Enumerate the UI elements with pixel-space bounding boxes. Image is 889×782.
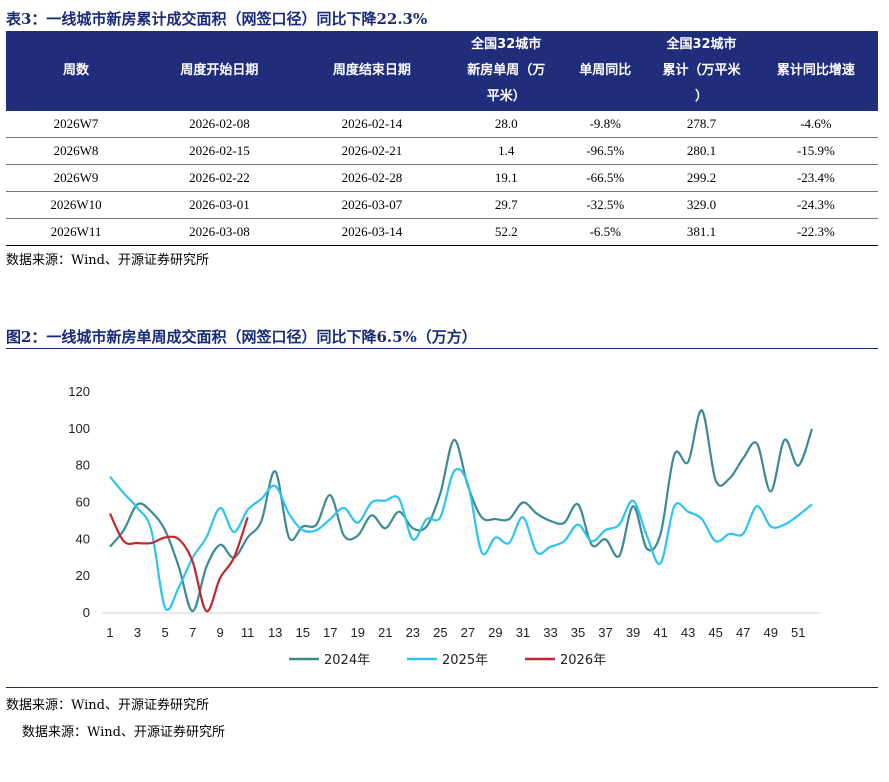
header-cumulative-yoy: 累计同比增速 — [776, 63, 855, 78]
y-tick-label: 120 — [68, 384, 90, 399]
header-weekly-yoy: 单周同比 — [579, 63, 632, 78]
table-row: 2026W11 2026-03-08 2026-03-14 52.2 -6.5%… — [6, 218, 878, 246]
chart-title: 图2：一线城市新房单周成交面积（网签口径）同比下降6.5%（万方） — [6, 328, 477, 346]
cell-start-date: 2026-02-08 — [146, 111, 293, 138]
x-tick-label: 25 — [433, 625, 447, 640]
x-tick-label: 47 — [736, 625, 750, 640]
header-end-date: 周度结束日期 — [332, 63, 411, 78]
table-row: 2026W8 2026-02-15 2026-02-21 1.4 -96.5% … — [6, 137, 878, 165]
cell-weekly-yoy: -66.5% — [561, 164, 650, 192]
cell-start-date: 2026-02-22 — [146, 164, 293, 192]
x-tick-label: 17 — [323, 625, 337, 640]
cell-end-date: 2026-02-14 — [292, 111, 452, 138]
x-tick-label: 15 — [295, 625, 309, 640]
cell-weekly-yoy: -6.5% — [561, 218, 650, 246]
table-row: 2026W7 2026-02-08 2026-02-14 28.0 -9.8% … — [6, 111, 878, 138]
cell-week: 2026W9 — [6, 164, 147, 192]
cell-cumulative-yoy: -15.9% — [753, 137, 878, 165]
y-tick-label: 20 — [76, 568, 90, 583]
x-tick-label: 35 — [571, 625, 585, 640]
x-tick-label: 9 — [217, 625, 224, 640]
y-tick-label: 100 — [68, 421, 90, 436]
cell-cumulative-area: 329.0 — [649, 191, 754, 219]
cell-weekly-yoy: -32.5% — [561, 191, 650, 219]
y-tick-label: 0 — [83, 605, 90, 620]
cell-cumulative-yoy: -23.4% — [753, 164, 878, 192]
cell-start-date: 2026-03-01 — [146, 191, 293, 219]
cell-weekly-area: 29.7 — [451, 191, 562, 219]
cell-weekly-area: 52.2 — [451, 218, 562, 246]
cell-start-date: 2026-03-08 — [146, 218, 293, 246]
series-line-3 — [109, 513, 249, 613]
x-tick-label: 21 — [378, 625, 392, 640]
x-tick-label: 45 — [708, 625, 722, 640]
x-tick-label: 49 — [763, 625, 777, 640]
cell-weekly-yoy: -96.5% — [561, 137, 650, 165]
x-tick-label: 39 — [626, 625, 640, 640]
x-tick-label: 7 — [189, 625, 196, 640]
table-header-row: 周数 周度开始日期 周度结束日期 全国32城市 新房单周（万 平米） 单周同比 全国… — [6, 31, 878, 111]
cell-week: 2026W11 — [6, 218, 147, 246]
cell-week: 2026W10 — [6, 191, 147, 219]
cell-cumulative-area: 278.7 — [649, 111, 754, 138]
cell-cumulative-area: 280.1 — [649, 137, 754, 165]
cell-end-date: 2026-03-07 — [292, 191, 452, 219]
y-tick-label: 60 — [76, 495, 90, 510]
y-tick-label: 40 — [76, 531, 90, 546]
table-source: 数据来源：Wind、开源证券研究所 — [6, 253, 209, 268]
x-tick-label: 23 — [406, 625, 420, 640]
header-start-date: 周度开始日期 — [180, 63, 259, 78]
x-tick-label: 13 — [268, 625, 282, 640]
cell-cumulative-area: 381.1 — [649, 218, 754, 246]
x-tick-label: 11 — [241, 625, 255, 640]
cell-weekly-area: 28.0 — [451, 111, 562, 138]
x-tick-label: 5 — [161, 625, 168, 640]
weekly-data-table: 周数 周度开始日期 周度结束日期 全国32城市 新房单周（万 平米） 单周同比 全国… — [6, 31, 878, 246]
header-week: 周数 — [63, 63, 90, 78]
series-line-1 — [109, 409, 814, 613]
cell-week: 2026W8 — [6, 137, 147, 165]
table-row: 2026W9 2026-02-22 2026-02-28 19.1 -66.5%… — [6, 164, 878, 192]
x-tick-label: 27 — [461, 625, 475, 640]
cell-start-date: 2026-02-15 — [146, 137, 293, 165]
cell-week: 2026W7 — [6, 111, 147, 138]
x-tick-label: 31 — [516, 625, 530, 640]
legend-label: 2024年 — [324, 653, 370, 668]
x-tick-label: 43 — [681, 625, 695, 640]
x-tick-label: 41 — [653, 625, 667, 640]
header-weekly-area: 全国32城市 新房单周（万 平米） — [467, 37, 546, 104]
legend-label: 2026年 — [560, 653, 606, 668]
chart-source-duplicate: 数据来源：Wind、开源证券研究所 — [22, 725, 225, 740]
x-tick-label: 51 — [791, 625, 805, 640]
cell-cumulative-area: 299.2 — [649, 164, 754, 192]
cell-cumulative-yoy: -24.3% — [753, 191, 878, 219]
cell-end-date: 2026-02-21 — [292, 137, 452, 165]
y-tick-label: 80 — [76, 458, 90, 473]
x-tick-label: 19 — [351, 625, 365, 640]
cell-end-date: 2026-02-28 — [292, 164, 452, 192]
cell-weekly-area: 19.1 — [451, 164, 562, 192]
x-tick-label: 29 — [488, 625, 502, 640]
chart-title-rule — [6, 348, 878, 349]
chart-bottom-rule — [6, 687, 878, 688]
x-tick-label: 3 — [134, 625, 141, 640]
header-cumulative-area: 全国32城市 累计（万平米） — [662, 37, 741, 104]
legend-label: 2025年 — [442, 653, 488, 668]
series-line-2 — [109, 467, 813, 611]
x-tick-label: 1 — [106, 625, 113, 640]
x-tick-label: 37 — [598, 625, 612, 640]
cell-cumulative-yoy: -22.3% — [753, 218, 878, 246]
x-tick-label: 33 — [543, 625, 557, 640]
cell-weekly-yoy: -9.8% — [561, 111, 650, 138]
table-row: 2026W10 2026-03-01 2026-03-07 29.7 -32.5… — [6, 191, 878, 219]
cell-cumulative-yoy: -4.6% — [753, 111, 878, 138]
table-title: 表3：一线城市新房累计成交面积（网签口径）同比下降22.3% — [6, 10, 428, 28]
cell-weekly-area: 1.4 — [451, 137, 562, 165]
cell-end-date: 2026-03-14 — [292, 218, 452, 246]
chart-source: 数据来源：Wind、开源证券研究所 — [6, 698, 209, 713]
